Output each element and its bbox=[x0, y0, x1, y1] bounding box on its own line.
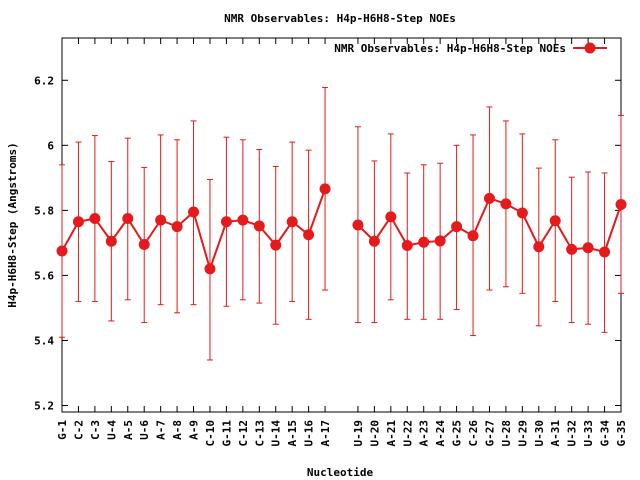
x-tick-label: U-6 bbox=[138, 420, 151, 440]
data-point bbox=[533, 241, 545, 253]
data-point bbox=[467, 230, 479, 242]
series-line-segment bbox=[389, 216, 409, 246]
x-tick-label: G-35 bbox=[615, 420, 628, 447]
series-line-segment bbox=[472, 197, 491, 237]
x-axis: G-1 C-2 C-3 U-4 A-5 U-6 A-7 A-8 A-9 C-10 G-11 C-12 C… bbox=[56, 38, 628, 447]
plot-frame bbox=[61, 37, 622, 413]
x-tick-label: C-13 bbox=[253, 420, 266, 447]
x-tick-label: G-25 bbox=[451, 420, 464, 447]
x-tick-label: G-27 bbox=[483, 420, 496, 447]
y-tick-label: 5.6 bbox=[34, 269, 54, 282]
data-point bbox=[138, 239, 150, 251]
x-tick-label: C-26 bbox=[467, 420, 480, 447]
data-point bbox=[188, 206, 200, 218]
data-point bbox=[401, 239, 413, 251]
x-tick-label: U-29 bbox=[516, 420, 529, 447]
x-tick-label: G-11 bbox=[220, 420, 233, 447]
x-tick-label: A-21 bbox=[385, 420, 398, 447]
data-point bbox=[303, 229, 315, 241]
legend: NMR Observables: H4p-H6H8-Step NOEs bbox=[334, 42, 607, 55]
data-point bbox=[171, 221, 183, 233]
data-point bbox=[516, 207, 528, 219]
data-point bbox=[549, 215, 561, 227]
x-tick-label: A-9 bbox=[188, 420, 201, 440]
x-tick-label: A-31 bbox=[549, 420, 562, 447]
y-tick-label: 6 bbox=[47, 139, 54, 152]
x-tick-label: A-15 bbox=[286, 420, 299, 447]
data-point bbox=[155, 214, 167, 226]
x-tick-label: A-7 bbox=[155, 420, 168, 440]
series-line-segment bbox=[603, 204, 622, 253]
x-tick-label: U-19 bbox=[352, 420, 365, 447]
series-line-segment bbox=[209, 221, 228, 270]
x-tick-label: U-16 bbox=[303, 420, 316, 447]
x-tick-label: U-20 bbox=[368, 420, 381, 447]
data-point bbox=[418, 236, 430, 248]
x-tick-label: U-33 bbox=[582, 420, 595, 447]
y-tick-label: 5.4 bbox=[34, 334, 54, 347]
x-tick-label: G-1 bbox=[56, 420, 69, 440]
data-point bbox=[286, 216, 298, 228]
x-tick-label: A-5 bbox=[122, 420, 135, 440]
data-point bbox=[599, 246, 611, 258]
x-tick-label: A-8 bbox=[171, 420, 184, 440]
chart-title: NMR Observables: H4p-H6H8-Step NOEs bbox=[224, 12, 456, 25]
data-point bbox=[204, 263, 216, 275]
y-tick-label: 5.2 bbox=[34, 399, 54, 412]
data-point bbox=[72, 216, 84, 228]
data-point bbox=[434, 235, 446, 247]
x-tick-label: C-2 bbox=[72, 420, 85, 440]
y-tick-label: 5.8 bbox=[34, 204, 54, 217]
data-point bbox=[500, 198, 512, 210]
x-tick-label: U-22 bbox=[401, 420, 414, 447]
legend-marker-swatch bbox=[584, 42, 596, 54]
x-tick-label: A-24 bbox=[434, 420, 447, 447]
data-point bbox=[451, 221, 463, 233]
data-point bbox=[105, 235, 117, 247]
data-point bbox=[319, 183, 331, 195]
y-axis: 5.2 5.4 5.6 5.8 6 6.2 bbox=[34, 74, 621, 412]
data-point bbox=[615, 199, 627, 211]
y-axis-label: H4p-H6H8-Step (Angstroms) bbox=[6, 142, 19, 308]
series-marks bbox=[56, 86, 627, 361]
series-line-segment bbox=[61, 221, 80, 252]
data-point bbox=[385, 211, 397, 223]
x-tick-label: G-34 bbox=[599, 420, 612, 447]
series-line-segment bbox=[554, 220, 573, 250]
x-tick-label: C-10 bbox=[204, 420, 217, 447]
x-tick-label: U-14 bbox=[270, 420, 283, 447]
series-line-segment bbox=[192, 211, 211, 270]
data-point bbox=[237, 214, 249, 226]
data-point bbox=[253, 220, 265, 232]
x-tick-label: C-3 bbox=[89, 420, 102, 440]
series-line-segment bbox=[307, 188, 327, 236]
data-point bbox=[270, 239, 282, 251]
data-point bbox=[352, 219, 364, 231]
x-tick-label: C-12 bbox=[237, 420, 250, 447]
data-point bbox=[582, 242, 594, 254]
x-tick-label: A-17 bbox=[319, 420, 332, 447]
x-tick-label: U-32 bbox=[566, 420, 579, 447]
data-point bbox=[220, 216, 232, 228]
y-tick-label: 6.2 bbox=[34, 74, 54, 87]
data-point bbox=[56, 245, 68, 257]
data-point bbox=[89, 212, 101, 224]
data-point bbox=[368, 235, 380, 247]
data-point bbox=[122, 212, 134, 224]
data-point bbox=[483, 192, 495, 204]
data-point bbox=[566, 243, 578, 255]
series-line-segment bbox=[521, 212, 540, 248]
x-tick-label: U-30 bbox=[533, 420, 546, 447]
legend-label: NMR Observables: H4p-H6H8-Step NOEs bbox=[334, 42, 566, 55]
x-tick-label: U-4 bbox=[105, 420, 118, 440]
x-tick-label: U-28 bbox=[500, 420, 513, 447]
x-axis-label: Nucleotide bbox=[307, 466, 374, 479]
x-tick-label: A-23 bbox=[418, 420, 431, 447]
